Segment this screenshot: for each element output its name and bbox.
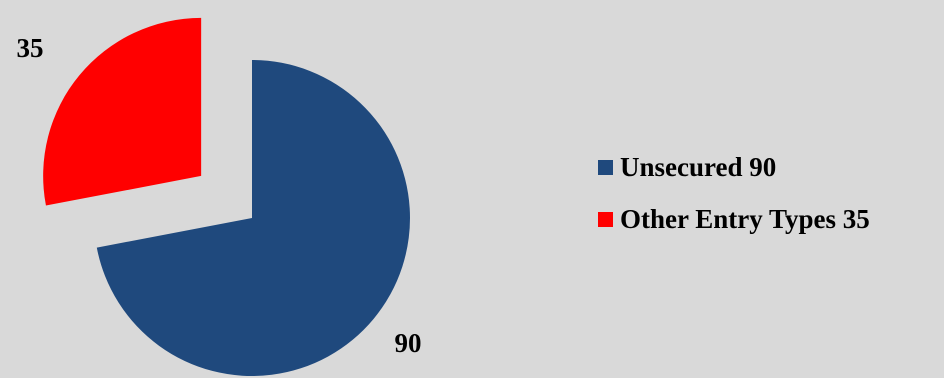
legend-swatch-other-entry-types (598, 211, 613, 227)
legend-label-unsecured: Unsecured 90 (620, 151, 777, 182)
legend-swatch-unsecured (598, 159, 613, 175)
legend-item-unsecured: Unsecured 90 (598, 150, 870, 184)
legend: Unsecured 90 Other Entry Types 35 (598, 150, 870, 254)
legend-label-other-entry-types: Other Entry Types 35 (620, 203, 870, 234)
pie-slice-other-entry-types (43, 17, 202, 206)
data-label-unsecured: 90 (395, 328, 422, 358)
pie-slice-unsecured (96, 60, 411, 377)
legend-item-other-entry-types: Other Entry Types 35 (598, 202, 870, 236)
data-label-other-entry-types: 35 (17, 33, 44, 63)
